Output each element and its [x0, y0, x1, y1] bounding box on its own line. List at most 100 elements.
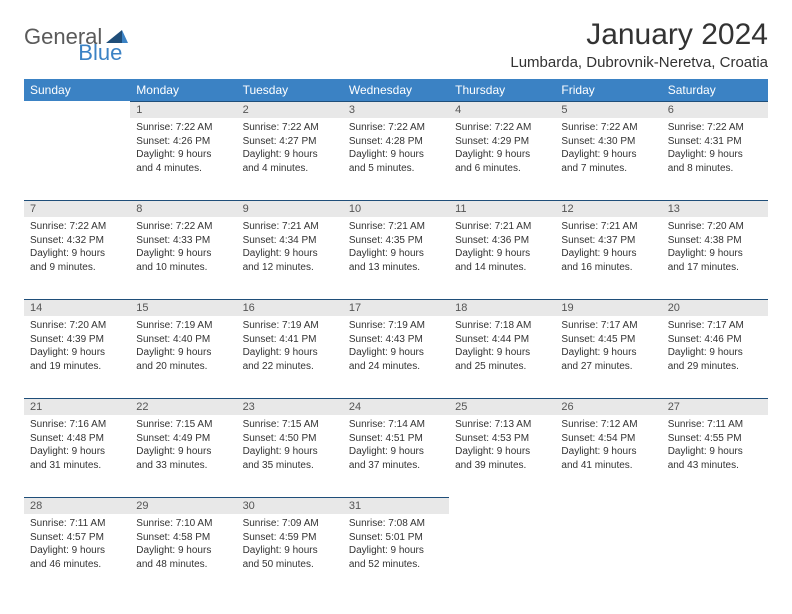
day-number: 25	[449, 398, 555, 415]
day-cell: Sunrise: 7:16 AMSunset: 4:48 PMDaylight:…	[24, 415, 130, 497]
weekday-header: Wednesday	[343, 79, 449, 101]
daylight-text: Daylight: 9 hours and 7 minutes.	[561, 148, 655, 175]
daylight-text: Daylight: 9 hours and 50 minutes.	[243, 544, 337, 571]
sunset-text: Sunset: 4:57 PM	[30, 531, 124, 545]
sunset-text: Sunset: 4:36 PM	[455, 234, 549, 248]
day-number: 10	[343, 200, 449, 217]
sunrise-text: Sunrise: 7:18 AM	[455, 319, 549, 333]
day-number: 14	[24, 299, 130, 316]
calendar-table: SundayMondayTuesdayWednesdayThursdayFrid…	[24, 79, 768, 596]
sunrise-text: Sunrise: 7:15 AM	[243, 418, 337, 432]
day-cell: Sunrise: 7:21 AMSunset: 4:36 PMDaylight:…	[449, 217, 555, 299]
sunset-text: Sunset: 4:51 PM	[349, 432, 443, 446]
day-cell: Sunrise: 7:22 AMSunset: 4:28 PMDaylight:…	[343, 118, 449, 200]
day-cell: Sunrise: 7:14 AMSunset: 4:51 PMDaylight:…	[343, 415, 449, 497]
day-number: 24	[343, 398, 449, 415]
week-row: Sunrise: 7:22 AMSunset: 4:32 PMDaylight:…	[24, 217, 768, 299]
sunrise-text: Sunrise: 7:17 AM	[668, 319, 762, 333]
day-cell: Sunrise: 7:10 AMSunset: 4:58 PMDaylight:…	[130, 514, 236, 596]
day-number: 2	[237, 101, 343, 118]
daylight-text: Daylight: 9 hours and 33 minutes.	[136, 445, 230, 472]
day-number: 29	[130, 497, 236, 514]
day-cell: Sunrise: 7:21 AMSunset: 4:37 PMDaylight:…	[555, 217, 661, 299]
day-cell: Sunrise: 7:13 AMSunset: 4:53 PMDaylight:…	[449, 415, 555, 497]
day-number: 3	[343, 101, 449, 118]
day-cell	[555, 514, 661, 596]
sunrise-text: Sunrise: 7:21 AM	[561, 220, 655, 234]
sunset-text: Sunset: 4:44 PM	[455, 333, 549, 347]
sunset-text: Sunset: 4:38 PM	[668, 234, 762, 248]
daylight-text: Daylight: 9 hours and 4 minutes.	[243, 148, 337, 175]
sunset-text: Sunset: 4:59 PM	[243, 531, 337, 545]
daylight-text: Daylight: 9 hours and 43 minutes.	[668, 445, 762, 472]
sunset-text: Sunset: 4:53 PM	[455, 432, 549, 446]
month-title: January 2024	[510, 18, 768, 52]
day-cell: Sunrise: 7:17 AMSunset: 4:45 PMDaylight:…	[555, 316, 661, 398]
daynum-row: 14151617181920	[24, 299, 768, 316]
sunrise-text: Sunrise: 7:21 AM	[349, 220, 443, 234]
daylight-text: Daylight: 9 hours and 19 minutes.	[30, 346, 124, 373]
sunset-text: Sunset: 4:35 PM	[349, 234, 443, 248]
daylight-text: Daylight: 9 hours and 37 minutes.	[349, 445, 443, 472]
day-number: 16	[237, 299, 343, 316]
daylight-text: Daylight: 9 hours and 52 minutes.	[349, 544, 443, 571]
daynum-row: 123456	[24, 101, 768, 118]
daylight-text: Daylight: 9 hours and 17 minutes.	[668, 247, 762, 274]
sunrise-text: Sunrise: 7:11 AM	[30, 517, 124, 531]
weekday-header-row: SundayMondayTuesdayWednesdayThursdayFrid…	[24, 79, 768, 101]
day-cell: Sunrise: 7:22 AMSunset: 4:30 PMDaylight:…	[555, 118, 661, 200]
daynum-row: 21222324252627	[24, 398, 768, 415]
sunset-text: Sunset: 4:43 PM	[349, 333, 443, 347]
sunrise-text: Sunrise: 7:20 AM	[30, 319, 124, 333]
sunset-text: Sunset: 4:49 PM	[136, 432, 230, 446]
day-number: 6	[662, 101, 768, 118]
day-cell	[24, 118, 130, 200]
sunrise-text: Sunrise: 7:22 AM	[243, 121, 337, 135]
daylight-text: Daylight: 9 hours and 13 minutes.	[349, 247, 443, 274]
sunrise-text: Sunrise: 7:22 AM	[668, 121, 762, 135]
daylight-text: Daylight: 9 hours and 5 minutes.	[349, 148, 443, 175]
sunrise-text: Sunrise: 7:12 AM	[561, 418, 655, 432]
day-cell: Sunrise: 7:19 AMSunset: 4:40 PMDaylight:…	[130, 316, 236, 398]
sunrise-text: Sunrise: 7:22 AM	[30, 220, 124, 234]
daylight-text: Daylight: 9 hours and 31 minutes.	[30, 445, 124, 472]
sunset-text: Sunset: 4:40 PM	[136, 333, 230, 347]
sunrise-text: Sunrise: 7:17 AM	[561, 319, 655, 333]
day-cell	[662, 514, 768, 596]
sunset-text: Sunset: 4:34 PM	[243, 234, 337, 248]
sunrise-text: Sunrise: 7:22 AM	[349, 121, 443, 135]
sunrise-text: Sunrise: 7:19 AM	[243, 319, 337, 333]
day-number: 20	[662, 299, 768, 316]
day-cell: Sunrise: 7:15 AMSunset: 4:49 PMDaylight:…	[130, 415, 236, 497]
daylight-text: Daylight: 9 hours and 9 minutes.	[30, 247, 124, 274]
sunrise-text: Sunrise: 7:13 AM	[455, 418, 549, 432]
weekday-header: Thursday	[449, 79, 555, 101]
sunset-text: Sunset: 4:31 PM	[668, 135, 762, 149]
location-text: Lumbarda, Dubrovnik-Neretva, Croatia	[510, 54, 768, 71]
sunset-text: Sunset: 4:41 PM	[243, 333, 337, 347]
sunrise-text: Sunrise: 7:14 AM	[349, 418, 443, 432]
day-cell: Sunrise: 7:08 AMSunset: 5:01 PMDaylight:…	[343, 514, 449, 596]
day-cell	[449, 514, 555, 596]
day-number: 13	[662, 200, 768, 217]
sunset-text: Sunset: 4:32 PM	[30, 234, 124, 248]
daylight-text: Daylight: 9 hours and 27 minutes.	[561, 346, 655, 373]
day-cell: Sunrise: 7:22 AMSunset: 4:33 PMDaylight:…	[130, 217, 236, 299]
sunrise-text: Sunrise: 7:11 AM	[668, 418, 762, 432]
day-cell: Sunrise: 7:20 AMSunset: 4:38 PMDaylight:…	[662, 217, 768, 299]
sunset-text: Sunset: 4:54 PM	[561, 432, 655, 446]
day-number: 26	[555, 398, 661, 415]
day-number: 12	[555, 200, 661, 217]
weekday-header: Friday	[555, 79, 661, 101]
weekday-header: Sunday	[24, 79, 130, 101]
sunset-text: Sunset: 4:45 PM	[561, 333, 655, 347]
day-cell: Sunrise: 7:19 AMSunset: 4:41 PMDaylight:…	[237, 316, 343, 398]
sunrise-text: Sunrise: 7:19 AM	[136, 319, 230, 333]
sunrise-text: Sunrise: 7:22 AM	[136, 121, 230, 135]
day-cell: Sunrise: 7:22 AMSunset: 4:26 PMDaylight:…	[130, 118, 236, 200]
day-number: 4	[449, 101, 555, 118]
sunrise-text: Sunrise: 7:09 AM	[243, 517, 337, 531]
sunset-text: Sunset: 4:58 PM	[136, 531, 230, 545]
day-number: 11	[449, 200, 555, 217]
day-cell: Sunrise: 7:15 AMSunset: 4:50 PMDaylight:…	[237, 415, 343, 497]
